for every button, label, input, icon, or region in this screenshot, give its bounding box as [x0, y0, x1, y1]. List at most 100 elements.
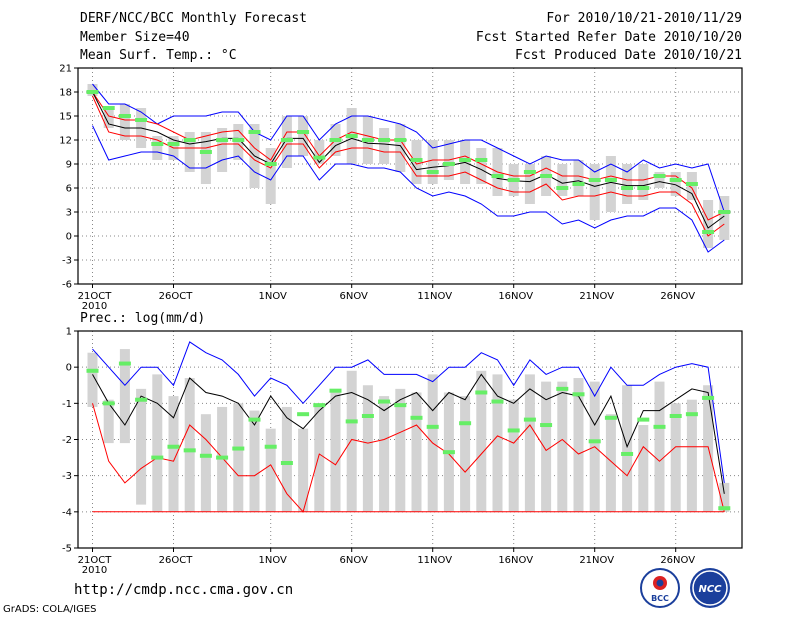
temp-spread-bar	[524, 164, 535, 204]
temp-spread-bar	[217, 128, 228, 172]
precip-observed-marker	[491, 399, 504, 404]
temp-spread-bar	[589, 164, 600, 220]
precip-spread-bar	[524, 374, 535, 512]
temp-observed-marker	[86, 90, 99, 94]
temp-observed-marker	[183, 138, 196, 142]
temp-observed-marker	[345, 134, 358, 138]
precip-spread-bar	[541, 381, 552, 512]
temp-xtick-label: 11NOV	[417, 291, 452, 302]
precip-spread-bar	[622, 385, 633, 512]
temp-observed-marker	[637, 186, 650, 190]
forecast-period: For 2010/10/21-2010/11/29	[546, 11, 742, 26]
temp-observed-marker	[394, 138, 407, 142]
fcst-started-date: Fcst Started Refer Date 2010/10/20	[475, 30, 742, 45]
precip-spread-bar	[411, 392, 422, 512]
precip-observed-marker	[572, 392, 585, 397]
temp-observed-marker	[459, 158, 472, 162]
precip-observed-marker	[394, 403, 407, 408]
precip-spread-bar	[508, 399, 519, 512]
temp-ytick-label: 9	[66, 160, 72, 171]
temp-observed-marker	[135, 118, 148, 122]
precip-observed-marker	[199, 453, 212, 458]
precip-observed-marker	[588, 439, 601, 444]
temp-observed-marker	[523, 170, 536, 174]
precip-observed-marker	[604, 415, 617, 420]
precip-observed-marker	[329, 388, 342, 393]
precip-spread-bar	[346, 370, 357, 512]
precip-observed-marker	[345, 419, 358, 424]
precip-observed-marker	[151, 455, 164, 460]
temp-observed-marker	[669, 178, 682, 182]
temp-observed-marker	[475, 158, 488, 162]
temp-observed-marker	[410, 158, 423, 162]
precip-spread-bar	[395, 388, 406, 512]
precip-observed-marker	[459, 421, 472, 426]
temp-observed-marker	[718, 210, 731, 214]
precip-observed-marker	[507, 428, 520, 433]
precip-spread-bar	[379, 396, 390, 512]
temp-spread-bar	[670, 172, 681, 196]
temp-ytick-label: -3	[62, 256, 72, 267]
temp-spread-bar	[314, 140, 325, 164]
precip-spread-bar	[670, 403, 681, 512]
temp-spread-bar	[103, 108, 114, 128]
temp-spread-bar	[605, 156, 616, 212]
precip-observed-marker	[118, 361, 131, 366]
precip-spread-bar	[119, 349, 130, 444]
temp-spread-bar	[184, 132, 195, 172]
source-url[interactable]: http://cmdp.ncc.cma.gov.cn	[74, 582, 294, 598]
temp-observed-marker	[199, 150, 212, 154]
temp-spread-bar	[622, 164, 633, 204]
temp-spread-bar	[379, 128, 390, 164]
precip-observed-marker	[86, 368, 99, 373]
precip-observed-marker	[718, 506, 731, 511]
temp-spread-bar	[573, 160, 584, 196]
temp-observed-marker	[216, 138, 229, 142]
precip-spread-bar	[136, 388, 147, 505]
precip-spread-bar	[605, 414, 616, 512]
temp-observed-marker	[621, 186, 634, 190]
precip-ytick-label: -2	[62, 435, 72, 446]
precip-spread-bar	[460, 396, 471, 512]
precip-series-spread-line	[92, 403, 725, 513]
temp-observed-marker	[361, 138, 374, 142]
temp-observed-marker	[313, 155, 326, 160]
precip-ytick-label: -5	[62, 544, 72, 555]
temp-ytick-label: 0	[66, 232, 72, 243]
precip-observed-marker	[248, 417, 261, 422]
precip-observed-marker	[264, 444, 277, 449]
temp-observed-marker	[572, 182, 585, 186]
precip-observed-marker	[297, 412, 310, 417]
temp-spread-bar	[476, 148, 487, 184]
precip-observed-marker	[637, 417, 650, 422]
ncc-logo-text: NCC	[698, 584, 722, 595]
temp-observed-marker	[248, 130, 261, 134]
precip-spread-bar	[265, 428, 276, 512]
temp-spread-bar	[152, 136, 163, 160]
precip-xtick-label: 26OCT	[159, 555, 194, 566]
precip-spread-bar	[638, 425, 649, 512]
temp-xtick-label: 26OCT	[159, 291, 194, 302]
temp-ytick-label: 21	[59, 64, 72, 75]
precip-ytick-label: -1	[62, 399, 72, 410]
precip-observed-marker	[653, 424, 666, 429]
precip-plot-frame	[77, 330, 743, 549]
precip-observed-marker	[475, 390, 488, 395]
temp-spread-bar	[654, 172, 665, 188]
temp-xtick-label: 16NOV	[498, 291, 533, 302]
temp-ytick-label: 3	[66, 208, 72, 219]
temp-spread-bar	[119, 104, 130, 140]
temp-observed-marker	[702, 230, 715, 234]
precip-spread-bar	[476, 370, 487, 512]
precip-xtick-label: 1NOV	[259, 555, 288, 566]
temp-observed-marker	[685, 182, 698, 186]
temp-series-max-line	[92, 83, 725, 213]
temp-xtick-label: 6NOV	[340, 291, 369, 302]
temp-series-upper-line	[92, 91, 725, 221]
temp-series-mean-line	[92, 91, 725, 229]
ncc-logo: NCC	[690, 568, 730, 608]
precip-ytick-label: 1	[66, 327, 72, 338]
temp-spread-bar	[703, 200, 714, 248]
temp-observed-marker	[118, 114, 131, 118]
